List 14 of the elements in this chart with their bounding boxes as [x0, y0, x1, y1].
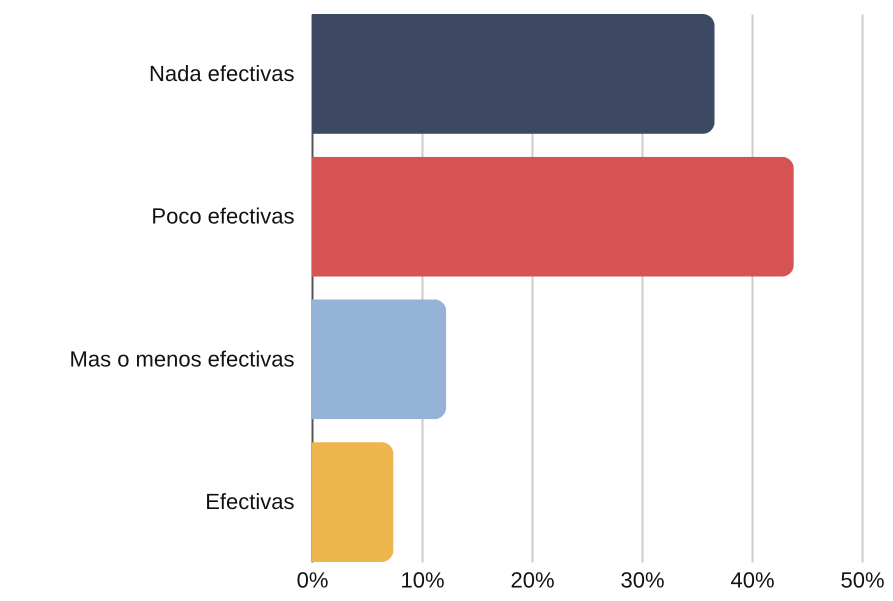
bar	[312, 442, 394, 562]
x-tick-label: 50%	[840, 568, 885, 592]
x-tick-label: 10%	[400, 568, 445, 592]
x-tick-label: 40%	[730, 568, 775, 592]
x-tick-label: 20%	[510, 568, 555, 592]
y-tick-label: Mas o menos efectivas	[70, 346, 294, 372]
bar	[312, 156, 794, 277]
y-tick-label: Efectivas	[205, 489, 294, 514]
x-tick-label: 0%	[296, 568, 328, 592]
y-tick-label: Nada efectivas	[148, 60, 294, 86]
bar	[312, 14, 715, 134]
x-tick-label: 30%	[620, 568, 665, 592]
y-tick-label: Poco efectivas	[151, 204, 294, 229]
bar	[312, 299, 446, 420]
